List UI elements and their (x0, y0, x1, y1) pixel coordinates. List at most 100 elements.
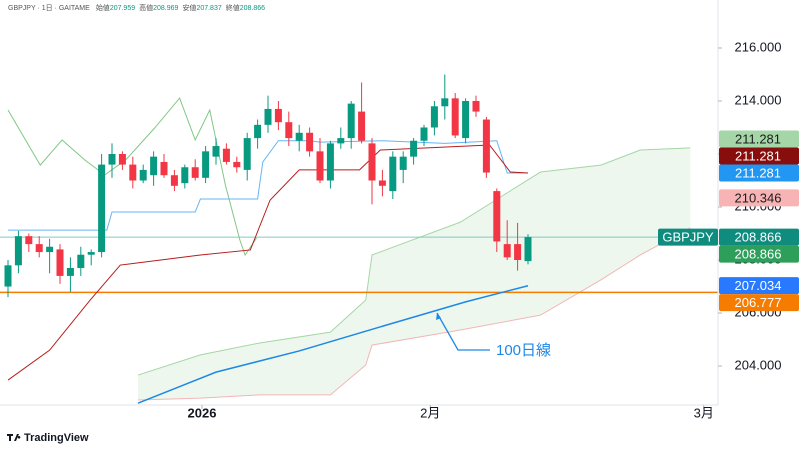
cloud-fill (138, 147, 691, 400)
candle-body (129, 164, 137, 181)
indicator-line (7, 97, 257, 257)
price-badge-label: 206.777 (735, 295, 782, 310)
candle-body (430, 106, 438, 128)
plot-area (0, 74, 718, 404)
x-tick-label: 3月 (694, 405, 714, 420)
candle-body (410, 140, 418, 157)
candle-body (108, 153, 116, 165)
candle-body (285, 122, 293, 139)
candle-body (4, 265, 12, 287)
header-value: 207.837 (196, 5, 221, 12)
candle-body (118, 153, 126, 165)
candle-body (25, 236, 33, 245)
annotation-arrow (436, 312, 490, 351)
candle-body (306, 132, 314, 152)
candle-body (524, 237, 532, 262)
price-badge (719, 277, 799, 295)
indicator-line (8, 140, 528, 231)
candle-body (222, 148, 230, 162)
candle-body (451, 98, 459, 136)
candle-body (264, 108, 272, 125)
candle-body (170, 175, 178, 186)
candle-body (233, 161, 241, 168)
price-badge (719, 130, 799, 148)
price-badge (719, 189, 799, 207)
header-value: 208.866 (240, 5, 265, 12)
price-badge-label: 208.866 (735, 230, 782, 245)
price-badge (719, 245, 799, 263)
price-badge (719, 147, 799, 165)
header: GBPJPY · 1日 · GAITAME 始値207.959 高値208.969 安… (8, 3, 265, 12)
y-tick-label: 216.000 (735, 39, 782, 54)
candle-body (191, 167, 199, 178)
y-tick-label: 214.000 (735, 92, 782, 107)
candle-body (87, 252, 95, 255)
candle-body (503, 244, 511, 258)
logo: TradingView (7, 432, 89, 444)
price-badge (719, 228, 799, 246)
candle-body (150, 156, 158, 176)
candle-body (347, 103, 355, 139)
candle-body (441, 98, 449, 107)
price-badge-label: 211.281 (735, 148, 781, 163)
price-badge-label: 211.281 (735, 165, 781, 180)
symbol-badge-label: GBPJPY (662, 230, 714, 245)
candle-body (254, 124, 262, 139)
candle-body (98, 164, 106, 253)
price-badge-label: 210.346 (735, 190, 782, 205)
candle-body (326, 143, 334, 181)
x-tick-label: 2月 (420, 405, 440, 420)
candle-body (399, 156, 407, 170)
cloud-upper (137, 147, 691, 376)
price-badge (719, 294, 799, 312)
header-label: 始値 (96, 3, 110, 12)
candle-body (316, 151, 324, 181)
axes: 204.000206.000208.000210.000212.000214.0… (188, 39, 799, 420)
header-symbol: GBPJPY · 1日 · GAITAME (8, 4, 90, 12)
price-badge-label: 208.866 (735, 247, 782, 262)
candle-body (462, 100, 470, 139)
header-label: 高値 (139, 3, 153, 12)
candle-body (482, 119, 490, 173)
candle-body (358, 111, 366, 141)
y-tick-label: 204.000 (735, 357, 782, 372)
header-value: 208.969 (153, 5, 178, 12)
price-badge (719, 164, 799, 182)
candle-body (46, 246, 54, 253)
candle-body (389, 156, 397, 192)
candle-body (35, 244, 43, 253)
indicator-line (137, 284, 529, 404)
candle-body (212, 146, 220, 157)
candle-body (202, 151, 210, 178)
header-value: 207.959 (110, 5, 135, 12)
x-tick-label: 2026 (188, 405, 217, 420)
cloud-lower (137, 227, 691, 401)
candle-body (66, 267, 74, 276)
candle-body (14, 236, 22, 266)
candle-body (420, 127, 428, 141)
candle-body (243, 138, 251, 170)
price-badge-label: 211.281 (735, 131, 781, 146)
candle-body (368, 143, 376, 181)
candle-body (77, 254, 85, 268)
candle-body (181, 167, 189, 184)
header-label: 終値 (226, 3, 240, 12)
candle-body (493, 191, 501, 242)
brand: TradingView (24, 432, 89, 444)
header-label: 安値 (182, 3, 196, 12)
candle-body (160, 161, 168, 176)
candle-body (514, 244, 522, 261)
candle-body (337, 138, 345, 144)
price-badge-label: 207.034 (735, 278, 782, 293)
candle-body (56, 249, 64, 276)
candle-body (472, 100, 480, 112)
symbol-badge (658, 228, 718, 246)
candle-body (378, 180, 386, 186)
candle-body (139, 169, 147, 181)
candle-body (295, 132, 303, 141)
candle-body (274, 108, 282, 123)
logo-mark (7, 434, 21, 441)
annotation: 100日線 (496, 342, 551, 359)
